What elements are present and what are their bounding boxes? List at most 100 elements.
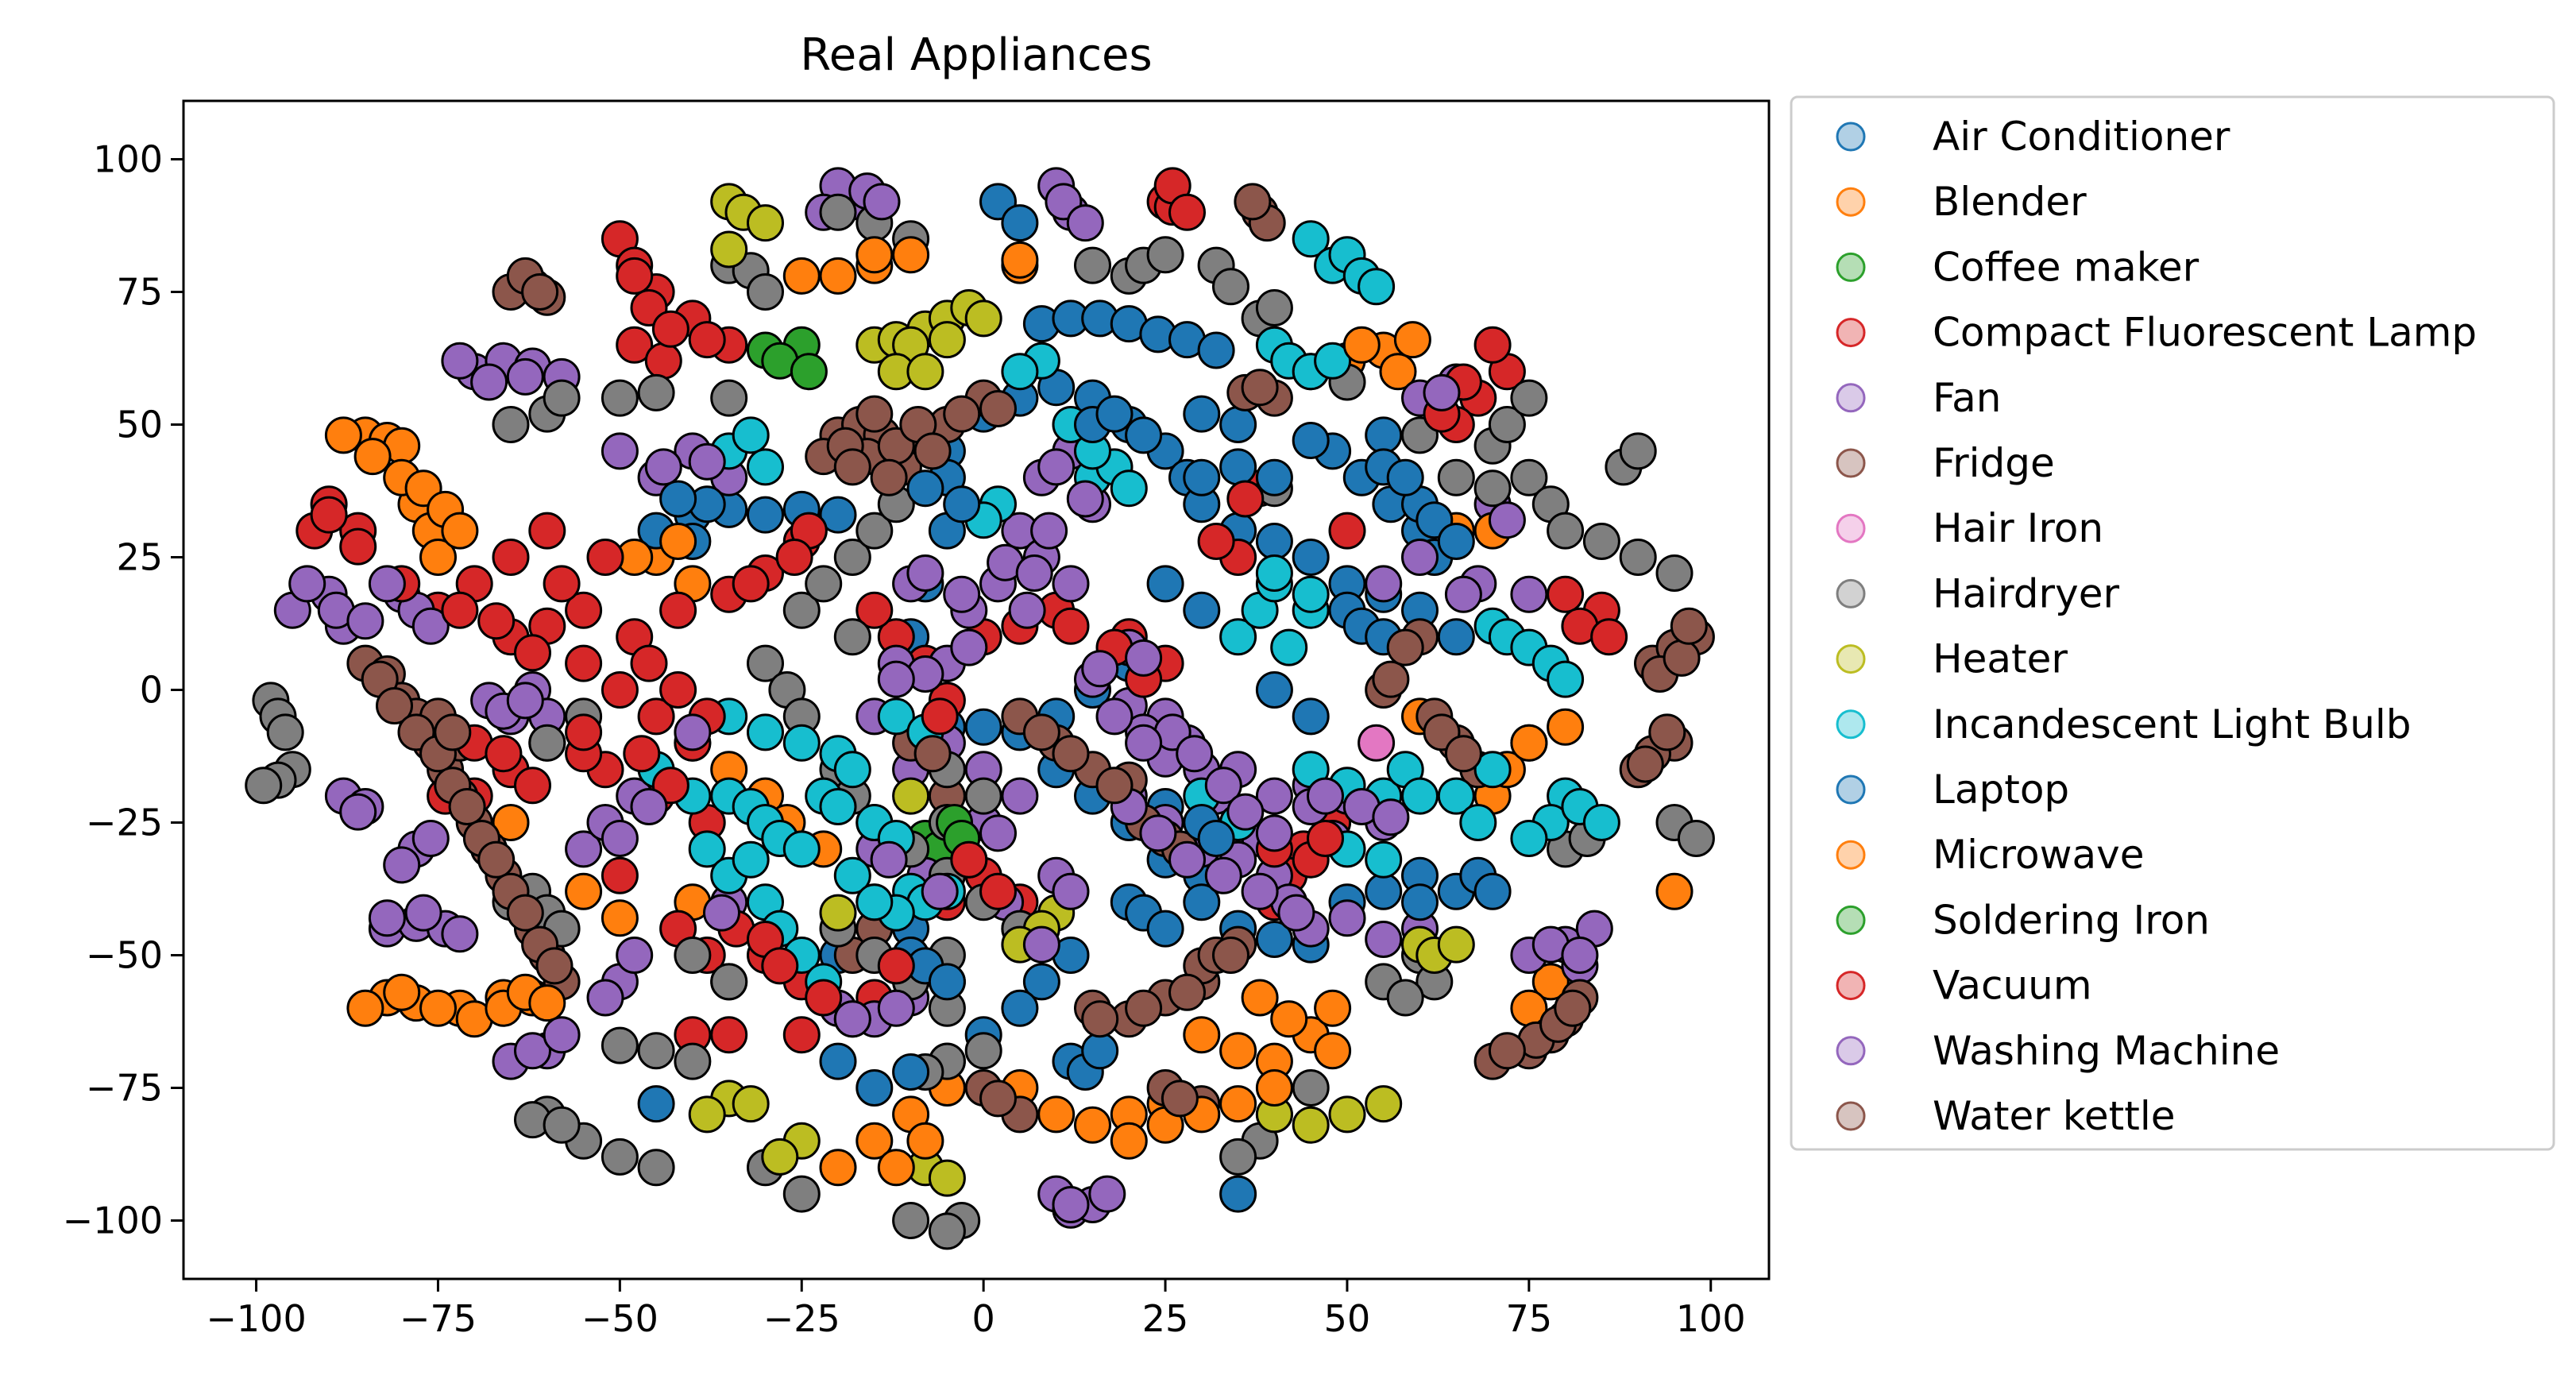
data-point — [601, 1138, 639, 1176]
data-point — [1255, 777, 1293, 815]
data-point — [586, 979, 624, 1017]
data-point — [601, 432, 639, 470]
chart-title: Real Appliances — [800, 29, 1152, 81]
data-point — [630, 644, 668, 682]
data-point — [1547, 575, 1585, 613]
data-point — [1488, 1032, 1526, 1070]
data-point — [543, 1016, 581, 1054]
data-point — [1037, 1095, 1076, 1134]
data-point — [1022, 963, 1060, 1001]
legend-label: Coffee maker — [1933, 244, 2199, 290]
data-point — [659, 591, 697, 629]
data-point — [1052, 607, 1090, 645]
data-point — [1358, 724, 1396, 762]
data-point — [1547, 708, 1585, 746]
series-12 — [761, 342, 981, 857]
data-point — [1125, 416, 1163, 454]
data-point — [521, 273, 559, 311]
data-point — [1663, 639, 1701, 677]
data-point — [913, 432, 952, 470]
legend-marker — [1836, 1036, 1866, 1066]
legend-marker — [1836, 513, 1866, 543]
data-point — [565, 713, 603, 751]
data-point — [1168, 973, 1206, 1011]
data-point — [1219, 1085, 1257, 1123]
data-point — [928, 321, 966, 359]
legend-marker — [1836, 971, 1866, 1001]
data-point — [1052, 1186, 1090, 1223]
data-point — [1365, 416, 1403, 454]
legend-marker — [1836, 774, 1866, 805]
data-point — [601, 671, 639, 709]
data-point — [892, 777, 930, 815]
data-point — [1590, 618, 1628, 656]
axes-layer: −100 −75 −50 −25 0 25 50 75 100 100 75 50 25 0 −25 −50 −… — [63, 137, 1746, 1340]
data-point — [506, 682, 544, 720]
data-point — [644, 448, 682, 486]
data-point — [1146, 910, 1184, 948]
data-point — [833, 856, 871, 894]
data-point — [1372, 660, 1410, 698]
x-tick-label: 50 — [1324, 1297, 1371, 1340]
series-11 — [324, 236, 1548, 1187]
data-point — [1183, 591, 1221, 629]
data-point — [819, 496, 857, 534]
data-point — [310, 496, 348, 534]
data-point — [616, 257, 654, 295]
data-point — [1393, 321, 1431, 359]
data-point — [1255, 523, 1293, 560]
data-point — [1052, 872, 1090, 910]
data-point — [747, 448, 784, 486]
data-point — [1001, 353, 1039, 391]
data-point — [782, 1175, 821, 1213]
data-point — [855, 1069, 894, 1107]
data-point — [1619, 539, 1657, 576]
data-point — [637, 1085, 675, 1123]
y-tick-label: −75 — [86, 1067, 163, 1110]
data-point — [1473, 469, 1512, 508]
data-point — [1292, 1069, 1330, 1107]
legend-label: Air Conditioner — [1933, 114, 2230, 160]
data-point — [514, 1032, 551, 1070]
data-point — [906, 1122, 944, 1160]
data-point — [710, 1016, 748, 1054]
data-point — [477, 602, 516, 640]
data-point — [1022, 925, 1060, 964]
data-point — [1015, 554, 1053, 592]
data-point — [775, 539, 813, 576]
data-point — [1677, 820, 1715, 857]
x-tick-label: 25 — [1142, 1297, 1189, 1340]
data-point — [543, 565, 581, 603]
data-point — [1307, 820, 1344, 857]
data-point — [419, 539, 457, 576]
data-point — [1168, 193, 1206, 231]
data-point — [1197, 331, 1235, 369]
data-point — [1342, 326, 1381, 364]
data-point — [411, 820, 450, 857]
data-point — [819, 1149, 857, 1187]
data-point — [1226, 793, 1265, 831]
legend-label: Fan — [1933, 375, 2002, 421]
data-point — [644, 342, 682, 380]
data-point — [964, 1032, 1002, 1070]
x-tick-label: −50 — [581, 1297, 658, 1340]
data-point — [928, 963, 966, 1001]
data-point — [1066, 480, 1104, 518]
legend-marker — [1836, 187, 1866, 217]
data-point — [339, 793, 377, 831]
data-point — [928, 1212, 966, 1250]
data-point — [1547, 512, 1585, 550]
legend-label: Hair Iron — [1933, 505, 2103, 551]
data-point — [943, 575, 981, 613]
data-point — [833, 1000, 871, 1038]
data-point — [1255, 671, 1293, 709]
legend-label: Laptop — [1933, 767, 2069, 813]
data-point — [543, 379, 581, 417]
series-14 — [288, 172, 1599, 1223]
data-point — [1401, 883, 1439, 921]
data-point — [943, 395, 981, 433]
data-point — [514, 634, 551, 672]
data-point — [1001, 241, 1039, 279]
data-point — [659, 523, 697, 560]
data-point — [565, 872, 603, 910]
